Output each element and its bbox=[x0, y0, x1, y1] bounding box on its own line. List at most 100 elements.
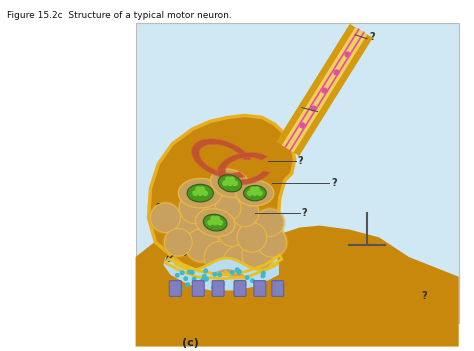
Circle shape bbox=[212, 272, 218, 277]
Circle shape bbox=[203, 277, 208, 282]
Circle shape bbox=[178, 286, 183, 291]
Text: ?: ? bbox=[155, 203, 161, 213]
Circle shape bbox=[190, 270, 195, 275]
Circle shape bbox=[183, 276, 188, 281]
Circle shape bbox=[200, 203, 230, 232]
Circle shape bbox=[165, 208, 205, 247]
FancyBboxPatch shape bbox=[234, 281, 246, 296]
Circle shape bbox=[221, 243, 259, 281]
Circle shape bbox=[237, 269, 242, 274]
Circle shape bbox=[229, 197, 261, 229]
Circle shape bbox=[191, 277, 197, 282]
Circle shape bbox=[247, 190, 253, 196]
Circle shape bbox=[167, 210, 203, 245]
Circle shape bbox=[261, 271, 266, 276]
Text: ?: ? bbox=[319, 105, 325, 114]
Circle shape bbox=[204, 241, 236, 273]
FancyBboxPatch shape bbox=[212, 281, 224, 296]
Circle shape bbox=[211, 285, 216, 290]
Circle shape bbox=[222, 180, 228, 186]
Circle shape bbox=[242, 239, 274, 271]
Circle shape bbox=[212, 220, 218, 226]
Circle shape bbox=[225, 177, 231, 182]
Circle shape bbox=[204, 277, 209, 282]
Circle shape bbox=[257, 227, 287, 257]
Circle shape bbox=[230, 270, 235, 275]
Circle shape bbox=[218, 219, 246, 246]
Circle shape bbox=[197, 190, 203, 196]
Circle shape bbox=[217, 272, 222, 277]
Ellipse shape bbox=[195, 208, 235, 237]
Circle shape bbox=[202, 239, 238, 275]
Circle shape bbox=[148, 201, 182, 234]
Circle shape bbox=[235, 285, 240, 290]
Ellipse shape bbox=[219, 175, 242, 192]
Circle shape bbox=[164, 229, 192, 256]
Text: ?: ? bbox=[421, 291, 427, 302]
Circle shape bbox=[237, 223, 267, 252]
Circle shape bbox=[231, 199, 259, 227]
Circle shape bbox=[176, 284, 181, 289]
Circle shape bbox=[229, 177, 235, 182]
Circle shape bbox=[252, 190, 258, 196]
Polygon shape bbox=[164, 252, 278, 291]
Circle shape bbox=[173, 284, 179, 289]
Polygon shape bbox=[277, 24, 372, 155]
Circle shape bbox=[254, 207, 286, 238]
FancyBboxPatch shape bbox=[272, 281, 284, 296]
Circle shape bbox=[245, 275, 250, 280]
Circle shape bbox=[177, 190, 213, 226]
Circle shape bbox=[257, 190, 263, 196]
Bar bbox=[136, 23, 459, 323]
Circle shape bbox=[254, 186, 260, 192]
Circle shape bbox=[261, 273, 265, 278]
Circle shape bbox=[217, 220, 223, 226]
Circle shape bbox=[185, 229, 219, 262]
Circle shape bbox=[235, 221, 269, 254]
Circle shape bbox=[198, 201, 232, 234]
Circle shape bbox=[275, 282, 281, 287]
Ellipse shape bbox=[210, 169, 250, 198]
Polygon shape bbox=[191, 139, 251, 179]
Circle shape bbox=[216, 217, 248, 248]
Ellipse shape bbox=[236, 180, 274, 206]
Text: ?: ? bbox=[298, 156, 303, 166]
Text: Figure 15.2c  Structure of a typical motor neuron.: Figure 15.2c Structure of a typical moto… bbox=[8, 11, 232, 20]
Circle shape bbox=[202, 273, 207, 279]
Circle shape bbox=[201, 277, 206, 282]
Circle shape bbox=[236, 280, 241, 285]
Text: ?: ? bbox=[331, 178, 337, 188]
Circle shape bbox=[180, 270, 184, 275]
Circle shape bbox=[255, 226, 289, 259]
Circle shape bbox=[250, 186, 256, 192]
Circle shape bbox=[227, 180, 233, 186]
Circle shape bbox=[223, 245, 257, 279]
FancyBboxPatch shape bbox=[192, 281, 204, 296]
Circle shape bbox=[210, 216, 216, 222]
Circle shape bbox=[240, 237, 276, 273]
Circle shape bbox=[172, 285, 177, 290]
Circle shape bbox=[198, 279, 203, 284]
Circle shape bbox=[151, 203, 180, 232]
Circle shape bbox=[195, 186, 201, 192]
Circle shape bbox=[179, 192, 211, 224]
Circle shape bbox=[215, 195, 241, 221]
Polygon shape bbox=[136, 226, 459, 346]
Circle shape bbox=[192, 190, 198, 196]
Polygon shape bbox=[218, 152, 270, 185]
Circle shape bbox=[202, 190, 208, 196]
Ellipse shape bbox=[187, 184, 213, 202]
Text: (c): (c) bbox=[182, 338, 199, 348]
Ellipse shape bbox=[203, 214, 227, 231]
Circle shape bbox=[175, 273, 180, 278]
Circle shape bbox=[273, 284, 278, 289]
Ellipse shape bbox=[244, 185, 266, 201]
Polygon shape bbox=[282, 27, 367, 152]
Circle shape bbox=[163, 227, 194, 258]
FancyBboxPatch shape bbox=[169, 281, 182, 296]
Circle shape bbox=[214, 216, 220, 222]
Circle shape bbox=[213, 193, 243, 223]
Polygon shape bbox=[148, 115, 295, 275]
Circle shape bbox=[276, 282, 281, 286]
Circle shape bbox=[183, 227, 221, 264]
